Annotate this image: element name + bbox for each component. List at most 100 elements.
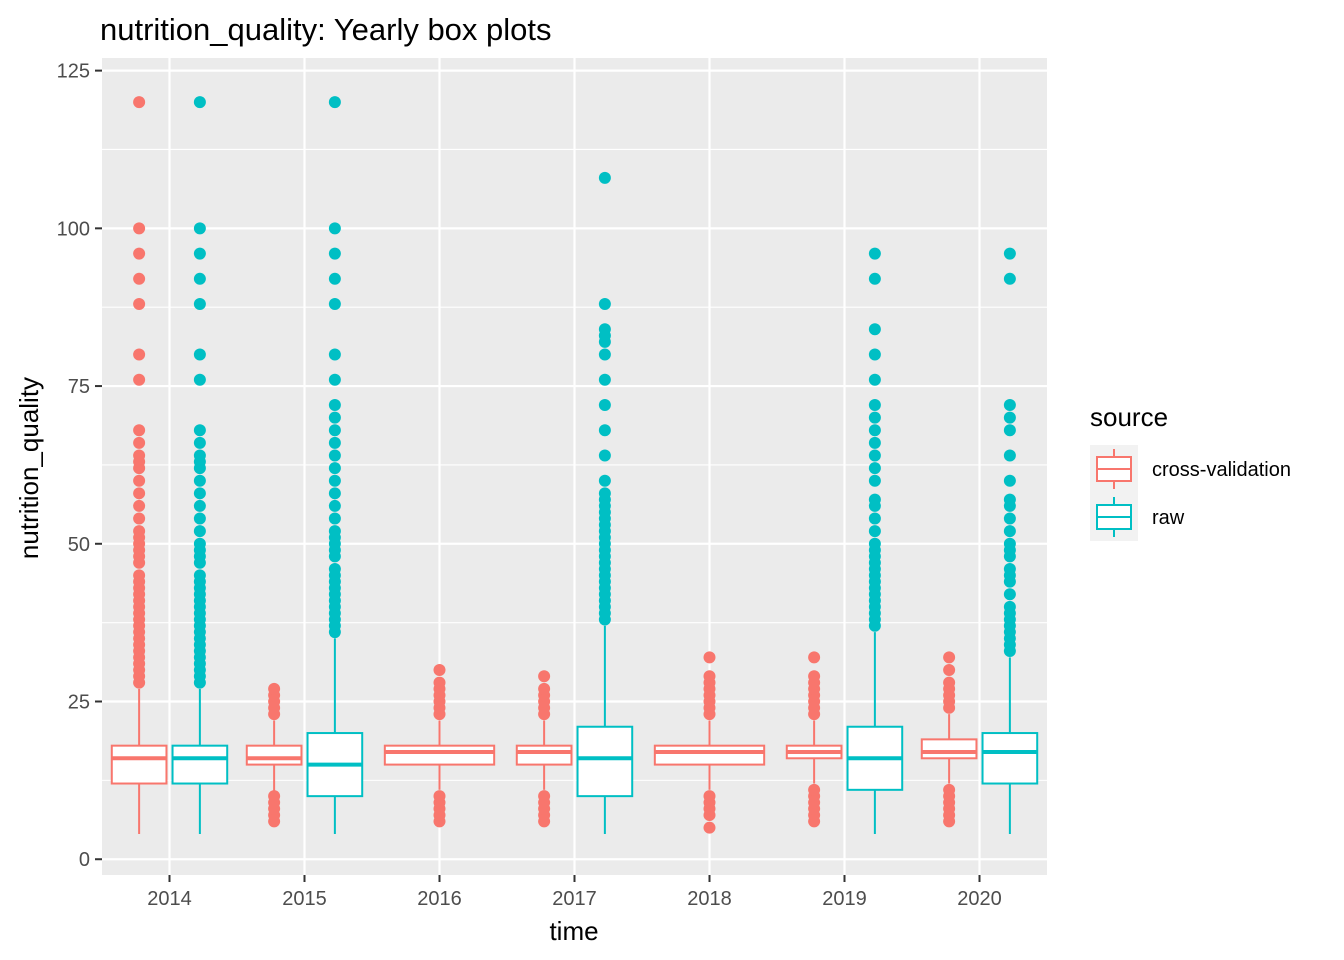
outlier-point — [193, 424, 206, 437]
legend-title: source — [1090, 402, 1168, 432]
outlier-point — [133, 487, 146, 500]
outlier-point — [1003, 512, 1016, 525]
outlier-point — [328, 449, 341, 462]
outlier-point — [433, 790, 446, 803]
outlier-point — [868, 373, 881, 386]
outlier-point — [133, 436, 146, 449]
x-axis-title: time — [549, 916, 598, 946]
outlier-point — [193, 272, 206, 285]
y-tick-label: 75 — [68, 376, 90, 398]
outlier-point — [133, 474, 146, 487]
outlier-point — [868, 537, 881, 550]
legend-label: cross-validation — [1152, 459, 1291, 481]
outlier-point — [1003, 600, 1016, 613]
outlier-point — [1003, 247, 1016, 260]
outlier-point — [868, 323, 881, 336]
outlier-point — [808, 670, 821, 683]
legend-label: raw — [1152, 507, 1185, 529]
outlier-point — [598, 348, 611, 361]
outlier-point — [193, 373, 206, 386]
outlier-point — [1003, 411, 1016, 424]
outlier-point — [328, 298, 341, 311]
outlier-point — [193, 436, 206, 449]
outlier-point — [133, 298, 146, 311]
box-layer — [110, 96, 1039, 834]
outlier-point — [943, 651, 956, 664]
x-tick-label: 2019 — [822, 888, 867, 910]
legend: source cross-validation raw — [1090, 402, 1291, 541]
outlier-point — [598, 323, 611, 336]
outlier-point — [868, 474, 881, 487]
box — [515, 744, 573, 766]
outlier-point — [868, 247, 881, 260]
outlier-point — [703, 821, 716, 834]
outlier-point — [598, 474, 611, 487]
box — [920, 738, 978, 760]
y-tick-label: 25 — [68, 692, 90, 714]
outlier-point — [703, 790, 716, 803]
outlier-point — [868, 449, 881, 462]
outlier-point — [193, 298, 206, 311]
y-axis-title: nutrition_quality — [14, 377, 44, 559]
outlier-point — [1003, 398, 1016, 411]
outlier-point — [1003, 449, 1016, 462]
x-tick-label: 2017 — [552, 888, 597, 910]
outlier-point — [328, 373, 341, 386]
grid-major — [102, 58, 1047, 875]
outlier-point — [133, 348, 146, 361]
outlier-point — [868, 348, 881, 361]
outlier-point — [868, 398, 881, 411]
outlier-point — [433, 663, 446, 676]
outlier-point — [868, 272, 881, 285]
outlier-point — [193, 474, 206, 487]
y-tick-label: 125 — [57, 61, 90, 83]
outlier-point — [598, 487, 611, 500]
x-tick-label: 2014 — [147, 888, 192, 910]
outlier-point — [193, 222, 206, 235]
outlier-point — [133, 96, 146, 109]
y-tick-label: 100 — [57, 218, 90, 240]
box — [171, 744, 229, 785]
outlier-point — [133, 222, 146, 235]
outlier-point — [193, 96, 206, 109]
outlier-point — [868, 424, 881, 437]
outlier-point — [868, 493, 881, 506]
outlier-point — [1003, 563, 1016, 576]
outlier-point — [328, 499, 341, 512]
outlier-point — [1003, 272, 1016, 285]
outlier-point — [808, 651, 821, 664]
outlier-point — [703, 651, 716, 664]
outlier-point — [133, 499, 146, 512]
outlier-point — [193, 569, 206, 582]
outlier-point — [328, 424, 341, 437]
outlier-point — [328, 512, 341, 525]
outlier-point — [328, 247, 341, 260]
y-axis: 0 25 50 75 100 125 — [57, 61, 102, 871]
outlier-point — [598, 424, 611, 437]
box — [653, 744, 766, 766]
outlier-point — [133, 373, 146, 386]
outlier-point — [328, 222, 341, 235]
outlier-point — [328, 474, 341, 487]
outlier-point — [598, 171, 611, 184]
outlier-point — [268, 682, 281, 695]
outlier-point — [808, 783, 821, 796]
outlier-point — [943, 663, 956, 676]
outlier-point — [1003, 474, 1016, 487]
outlier-point — [538, 682, 551, 695]
outlier-point — [328, 96, 341, 109]
x-tick-label: 2018 — [687, 888, 732, 910]
outlier-point — [538, 670, 551, 683]
outlier-point — [1003, 588, 1016, 601]
outlier-point — [133, 424, 146, 437]
outlier-point — [193, 247, 206, 260]
y-tick-label: 50 — [68, 534, 90, 556]
outlier-point — [328, 398, 341, 411]
outlier-point — [193, 525, 206, 538]
outlier-point — [868, 525, 881, 538]
outlier-point — [328, 462, 341, 475]
outlier-point — [133, 247, 146, 260]
outlier-point — [193, 348, 206, 361]
outlier-point — [868, 411, 881, 424]
outlier-point — [133, 272, 146, 285]
